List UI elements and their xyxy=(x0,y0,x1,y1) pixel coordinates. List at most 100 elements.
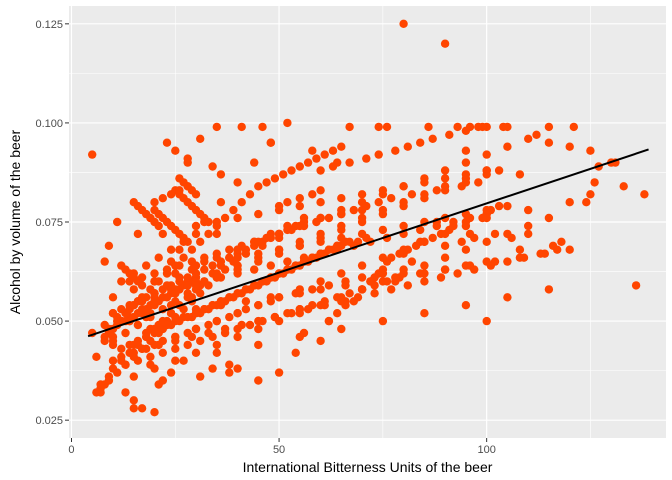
data-point xyxy=(436,273,446,282)
data-point xyxy=(416,138,425,147)
data-point xyxy=(233,213,242,223)
data-point xyxy=(503,257,512,266)
data-point xyxy=(478,122,487,132)
data-point xyxy=(482,205,491,215)
data-point xyxy=(262,178,271,187)
data-point xyxy=(586,190,595,199)
data-point xyxy=(345,289,354,298)
data-point xyxy=(162,320,172,330)
data-point xyxy=(245,320,255,330)
data-point xyxy=(420,194,429,203)
data-point xyxy=(482,237,491,246)
data-point xyxy=(353,293,363,302)
data-point xyxy=(113,368,122,377)
data-point xyxy=(208,301,217,310)
data-point xyxy=(200,257,209,266)
data-point xyxy=(200,305,209,314)
data-point xyxy=(254,237,263,246)
data-point xyxy=(316,166,325,175)
y-tick-label: 0.125 xyxy=(35,19,63,31)
data-point xyxy=(216,301,226,310)
data-point xyxy=(316,285,325,294)
data-point xyxy=(544,138,554,147)
data-point xyxy=(524,221,533,231)
data-point xyxy=(324,316,334,326)
data-point xyxy=(445,130,454,139)
data-point xyxy=(378,225,388,235)
data-point xyxy=(129,340,138,350)
data-point xyxy=(225,368,234,377)
data-point xyxy=(370,289,379,298)
data-point xyxy=(565,245,574,254)
data-point xyxy=(291,348,300,357)
data-point xyxy=(357,190,367,199)
data-point xyxy=(266,138,275,147)
data-point xyxy=(316,249,325,258)
data-point xyxy=(96,380,105,389)
data-point xyxy=(378,277,388,286)
data-point xyxy=(461,301,471,310)
data-point xyxy=(341,281,350,290)
data-point xyxy=(92,388,101,397)
data-point xyxy=(108,293,118,302)
data-point xyxy=(150,269,159,278)
data-point xyxy=(233,253,242,262)
data-point xyxy=(175,261,184,270)
data-point xyxy=(337,269,346,278)
data-point xyxy=(283,221,292,231)
data-point xyxy=(258,122,267,132)
data-point xyxy=(565,198,574,207)
data-point xyxy=(254,301,263,310)
data-point xyxy=(303,305,313,314)
data-point xyxy=(590,178,599,187)
data-point xyxy=(191,324,201,334)
data-point xyxy=(150,198,159,207)
x-tick-label: 100 xyxy=(477,444,495,456)
data-point xyxy=(295,285,304,294)
data-point xyxy=(428,134,437,143)
data-point xyxy=(196,237,205,246)
data-point xyxy=(461,146,471,155)
data-point xyxy=(391,146,400,155)
data-point xyxy=(420,277,429,286)
data-point xyxy=(150,297,159,306)
data-point xyxy=(241,305,251,314)
data-point xyxy=(399,201,408,211)
data-point xyxy=(212,348,221,357)
data-point xyxy=(92,352,101,361)
data-point xyxy=(287,309,296,318)
y-tick-label: 0.075 xyxy=(35,217,63,229)
data-point xyxy=(440,186,450,195)
data-point xyxy=(166,245,176,254)
data-point xyxy=(357,198,367,207)
data-point xyxy=(453,269,462,278)
data-point xyxy=(420,261,429,270)
data-point xyxy=(337,205,346,215)
data-point xyxy=(337,324,346,334)
data-point xyxy=(183,340,192,350)
data-point xyxy=(274,293,284,302)
data-point xyxy=(308,190,317,199)
data-point xyxy=(295,221,304,231)
data-point xyxy=(220,324,230,334)
data-point xyxy=(183,281,192,290)
data-point xyxy=(137,281,147,290)
data-point xyxy=(482,213,491,223)
data-point xyxy=(241,297,251,306)
data-point xyxy=(254,257,263,266)
data-point xyxy=(399,245,408,254)
data-point xyxy=(208,162,217,171)
data-point xyxy=(378,209,388,219)
data-point xyxy=(129,285,138,294)
data-point xyxy=(137,297,147,306)
data-point xyxy=(171,146,180,155)
data-point xyxy=(133,320,143,330)
data-point xyxy=(187,245,197,254)
data-point xyxy=(357,261,367,270)
data-point xyxy=(191,190,201,199)
data-point xyxy=(196,134,205,143)
y-axis: 0.025 0.050 0.075 0.100 0.125 xyxy=(35,19,69,427)
data-point xyxy=(104,241,114,250)
data-point xyxy=(216,198,226,207)
data-point xyxy=(453,122,462,132)
